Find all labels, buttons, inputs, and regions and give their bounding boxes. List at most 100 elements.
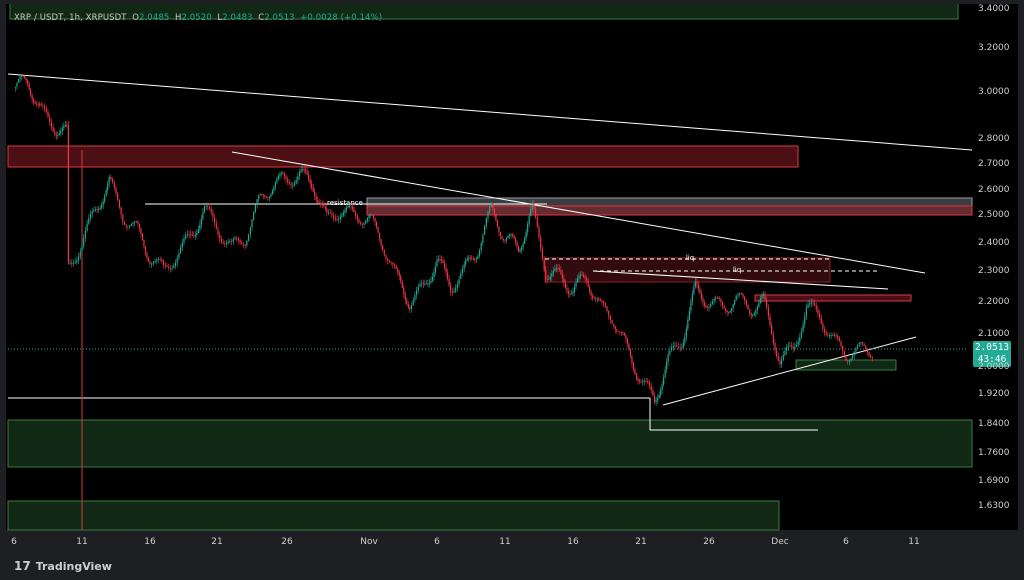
candle-body — [787, 345, 789, 348]
candle-body — [681, 347, 683, 349]
candle-body — [555, 267, 557, 270]
candle-body — [557, 267, 559, 269]
candle-body — [845, 356, 847, 361]
candle-body — [208, 206, 211, 210]
candle-body — [23, 76, 26, 78]
candle-body — [14, 86, 17, 88]
candle-body — [34, 102, 36, 104]
candle-body — [745, 300, 747, 305]
candle-body — [229, 241, 231, 243]
candle-body — [242, 244, 245, 246]
candle-body — [419, 284, 421, 287]
candle-body — [548, 278, 550, 280]
candle-body — [67, 126, 69, 264]
candle-body — [101, 205, 103, 208]
candle-body — [45, 108, 47, 113]
candle-body — [412, 300, 414, 306]
demand-zone-top — [9, 4, 959, 20]
candle-body — [589, 286, 591, 293]
annotation-liq: liq — [686, 254, 694, 262]
last-price-tag: 2.0513 43:46 — [973, 341, 1011, 367]
candle-body — [437, 259, 440, 261]
candle-body — [463, 264, 465, 269]
demand-zone-bottom — [7, 500, 780, 531]
price-tick-label: 2.6000 — [978, 185, 1010, 195]
candle-body — [297, 176, 299, 181]
time-tick-label: Dec — [771, 537, 789, 547]
candle-body — [690, 301, 692, 311]
candle-body — [487, 211, 489, 219]
candle-body — [552, 271, 554, 274]
candle-body — [159, 259, 161, 260]
candle-body — [306, 171, 308, 175]
candle-body — [380, 239, 382, 246]
time-tick-label: 21 — [635, 537, 647, 547]
candle-body — [461, 268, 464, 274]
candle-body — [642, 381, 644, 383]
candle-body — [489, 206, 491, 212]
candle-body — [194, 235, 196, 236]
candle-body — [231, 241, 233, 243]
candle-body — [406, 299, 408, 305]
candle-body — [563, 278, 565, 284]
candle-body — [501, 236, 503, 239]
descending-trendline — [231, 151, 926, 274]
candle-body — [531, 203, 533, 210]
candle-body — [176, 258, 178, 263]
candle-body — [863, 343, 865, 346]
candle-body — [22, 75, 24, 77]
candle-body — [351, 206, 354, 209]
tradingview-brand[interactable]: 17 TradingView — [14, 559, 112, 573]
candle-body — [519, 249, 521, 252]
candle-body — [499, 232, 502, 237]
candle-body — [283, 174, 286, 177]
candle-body — [358, 219, 360, 223]
candle-body — [771, 325, 773, 335]
candle-body — [219, 234, 221, 240]
candle-body — [453, 290, 455, 293]
candle-body — [777, 356, 779, 361]
candle-body — [390, 262, 392, 264]
candle-body — [279, 173, 281, 176]
candle-body — [372, 215, 375, 218]
candle-body — [635, 374, 638, 379]
candle-body — [538, 226, 540, 238]
candle-body — [812, 302, 814, 304]
candle-body — [338, 219, 340, 220]
candle-body — [118, 200, 120, 208]
candle-body — [511, 234, 514, 236]
candle-body — [353, 208, 355, 213]
candle-body — [129, 225, 131, 227]
legend-high-value: 2.0520 — [181, 13, 212, 23]
candle-body — [726, 310, 728, 313]
chart-canvas[interactable]: resistance liq liq — [6, 4, 1018, 552]
candle-body — [720, 299, 722, 303]
time-tick-label: 11 — [499, 537, 511, 547]
candle-body — [321, 204, 323, 205]
candle-body — [117, 193, 119, 201]
candle-body — [398, 271, 400, 277]
price-tick-label: 2.4000 — [978, 238, 1010, 248]
candle-body — [450, 285, 452, 292]
candle-body — [30, 89, 32, 96]
candle-body — [446, 272, 449, 280]
candle-body — [205, 206, 207, 207]
candle-body — [445, 267, 447, 273]
candle-body — [608, 310, 610, 316]
candle-body — [210, 209, 212, 213]
candle-body — [799, 337, 801, 342]
candle-body — [246, 240, 248, 246]
candle-body — [265, 196, 267, 198]
candle-body — [593, 297, 595, 299]
brand-name: TradingView — [35, 559, 112, 573]
candle-body — [141, 233, 144, 241]
candle-body — [156, 259, 158, 262]
candle-body — [820, 317, 822, 324]
candle-body — [677, 346, 679, 348]
supply-zone-small — [754, 294, 912, 302]
candle-body — [674, 345, 676, 347]
candle-body — [657, 398, 659, 401]
candle-body — [661, 384, 663, 391]
time-tick-label: 26 — [281, 537, 293, 547]
candle-body — [631, 356, 633, 363]
